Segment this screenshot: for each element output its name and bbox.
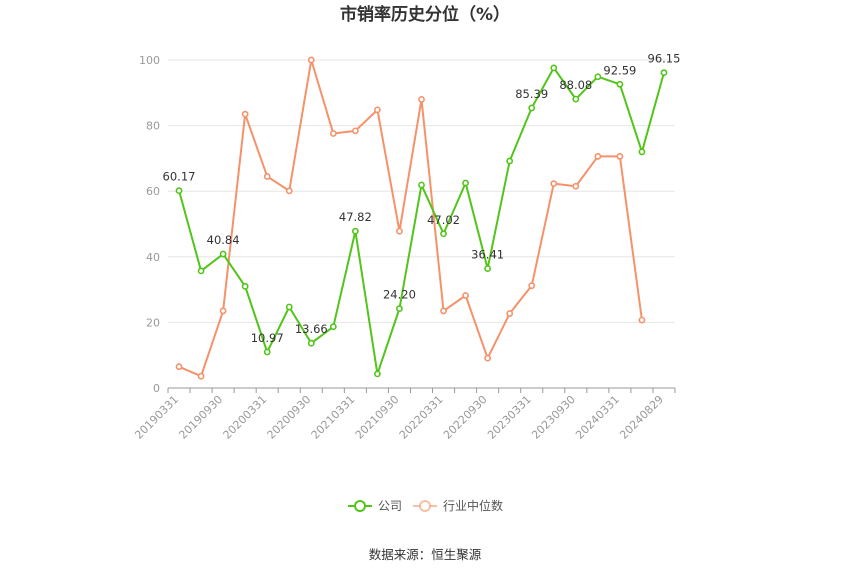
x-tick-label: 20240331 [573,393,622,442]
data-point [197,372,205,380]
data-point [396,227,403,235]
data-point [528,104,536,112]
legend-item-industry-median[interactable]: 行业中位数 [413,498,503,513]
data-point [241,282,249,290]
series-1 [175,56,646,380]
data-point [528,282,536,290]
data-label: 40.84 [207,233,240,247]
x-tick-label: 20200930 [265,393,314,442]
data-label: 36.41 [471,248,504,262]
y-tick-label-20: 20 [146,316,160,329]
data-point [462,292,469,299]
series-0 [175,64,668,378]
data-label: 96.15 [648,52,681,66]
series-layer [175,56,668,380]
data-label: 13.66 [295,322,328,336]
data-point [307,339,315,347]
x-tick-label: 20210331 [309,393,358,442]
data-point [396,305,403,313]
data-point [175,187,183,195]
y-tick-label-100: 100 [139,54,160,67]
x-tick-label: 20230331 [485,393,534,442]
legend-item-company[interactable]: 公司 [348,499,402,513]
y-tick-label-40: 40 [146,251,160,264]
data-point [440,230,447,238]
data-point [418,95,425,103]
data-point [263,173,271,180]
data-point [440,307,447,315]
data-point [285,303,293,311]
y-tick-label-0: 0 [153,382,160,395]
x-axis: 2019033120190930202003312020093020210331… [132,387,676,442]
x-tick-label: 20200331 [221,393,270,442]
legend-company-marker [354,500,366,512]
data-point [506,310,514,317]
data-point [374,370,381,378]
chart-title: 市销率历史分位（%） [340,4,510,25]
data-label: 88.08 [559,78,592,92]
data-point [462,179,469,187]
data-point [374,106,381,114]
data-point [329,323,337,331]
x-tick-label: 20190930 [176,393,225,442]
data-point [351,127,359,135]
data-point [484,265,492,272]
legend[interactable]: 公司 行业中位数 [348,498,503,513]
data-point [219,307,227,315]
x-tick-label: 20240829 [617,393,666,442]
data-label: 47.82 [339,210,372,224]
data-point [572,95,580,103]
data-point [594,153,602,160]
data-point [418,181,425,189]
data-label: 24.20 [383,288,416,302]
y-axis-ticks: 0 20 40 60 80 100 [139,54,160,395]
data-point [484,354,492,362]
data-point [285,187,293,195]
data-point [572,182,580,190]
data-point [263,348,271,356]
x-tick-label: 20220331 [397,393,446,442]
data-point [638,316,646,324]
data-point [550,180,558,188]
legend-industry-marker [419,500,431,512]
legend-industry-label: 行业中位数 [443,498,503,513]
grid-lines [168,59,675,323]
data-point [506,157,514,165]
data-label: 92.59 [603,63,636,77]
data-labels: 60.17 40.84 10.97 13.66 47.82 24.20 47.02 36.41… [163,52,681,345]
data-point [197,267,205,275]
series-line-0 [178,66,665,375]
source-note: 数据来源：恒生聚源 [369,547,482,562]
data-point [241,110,249,118]
data-point [616,153,624,160]
data-point [307,56,315,64]
y-tick-label-60: 60 [146,185,160,198]
data-point [660,69,668,77]
data-label: 85.39 [515,87,548,101]
data-point [594,73,602,81]
data-label: 60.17 [163,170,196,184]
data-point [550,64,558,72]
data-label: 10.97 [251,331,284,345]
x-tick-label: 20210930 [353,393,402,442]
data-point [219,250,227,258]
x-tick-label: 20230930 [529,393,578,442]
data-point [638,148,646,156]
x-tick-label: 20220930 [441,393,490,442]
y-tick-label-80: 80 [146,120,160,133]
x-tick-label: 20190331 [132,393,181,442]
legend-company-label: 公司 [378,499,402,513]
series-line-1 [178,59,643,378]
data-label: 47.02 [427,213,460,227]
data-point [175,363,183,371]
data-point [351,227,359,235]
data-point [329,130,337,137]
data-point [616,80,624,88]
